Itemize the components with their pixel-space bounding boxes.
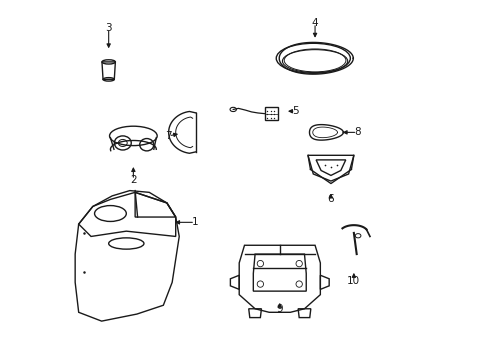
Text: 1: 1 <box>191 217 198 227</box>
Text: 2: 2 <box>130 175 137 185</box>
Text: 7: 7 <box>165 131 172 141</box>
Bar <box>264 107 278 120</box>
Text: 10: 10 <box>346 275 360 285</box>
Text: 5: 5 <box>292 106 298 116</box>
Text: 8: 8 <box>353 127 360 138</box>
Text: 4: 4 <box>311 18 318 28</box>
Text: 9: 9 <box>276 304 283 314</box>
Text: 6: 6 <box>327 194 334 204</box>
Text: 3: 3 <box>105 23 112 33</box>
